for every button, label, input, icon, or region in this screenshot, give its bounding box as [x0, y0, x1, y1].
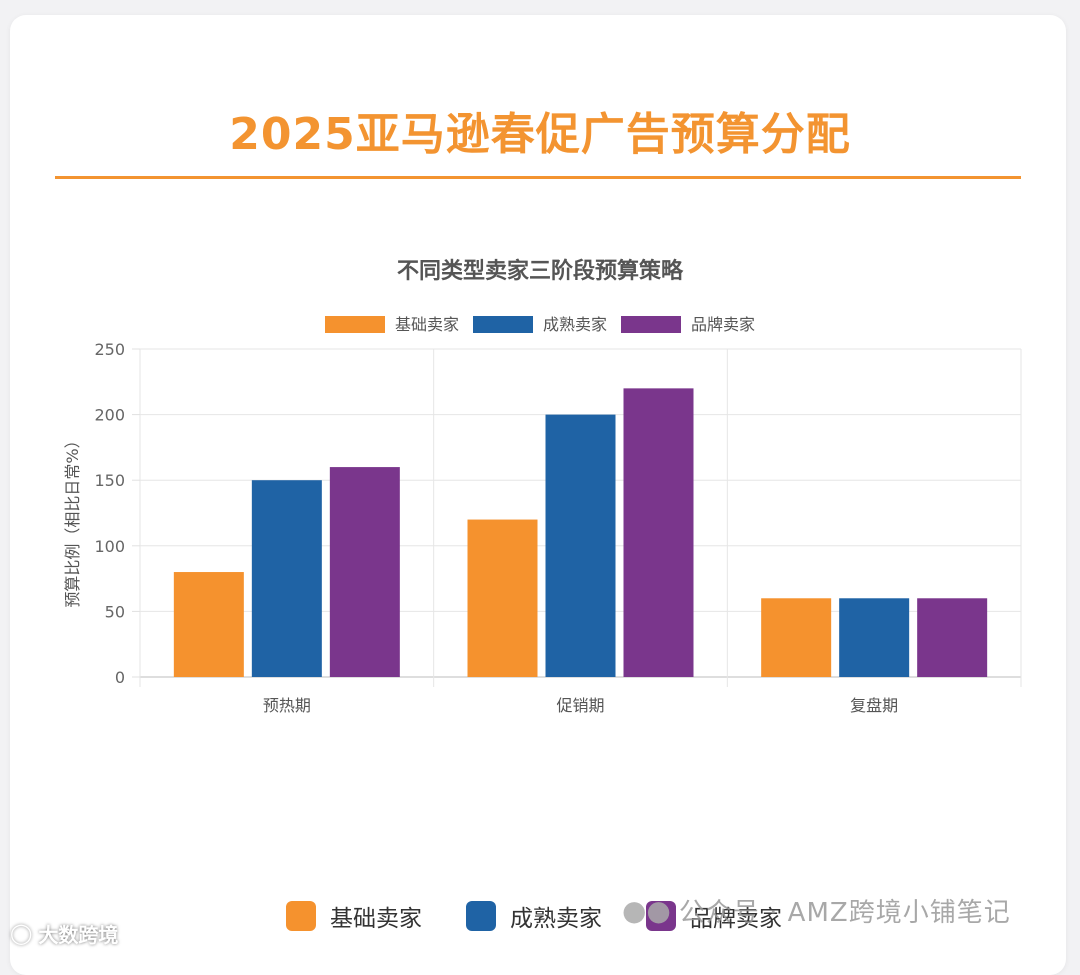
wechat-icon: ●●	[622, 893, 671, 927]
legend-swatch	[621, 316, 681, 333]
chart-axes: 0 50 100 150 200 250 预热期 促销期 复盘期	[94, 340, 898, 715]
legend-swatch	[286, 901, 316, 931]
bar	[545, 414, 616, 677]
bar	[251, 480, 322, 677]
legend-swatch	[325, 316, 385, 333]
legend-swatch	[466, 901, 496, 931]
bottom-legend: 基础卖家 成熟卖家 品牌卖家	[286, 898, 826, 934]
y-tick-label: 50	[105, 602, 125, 621]
bottom-legend-item: 成熟卖家	[466, 899, 602, 933]
x-tick-label: 促销期	[556, 696, 604, 715]
bar	[467, 519, 538, 677]
bar	[623, 388, 694, 677]
bottom-legend-item: 基础卖家	[286, 899, 422, 933]
x-tick-label: 预热期	[263, 696, 311, 715]
y-tick-label: 0	[115, 668, 125, 687]
bar	[761, 598, 832, 677]
bar	[917, 598, 988, 677]
y-axis-label: 预算比例（相比日常%）	[63, 432, 82, 607]
chart-legend[interactable]: 基础卖家 成熟卖家 品牌卖家	[325, 315, 755, 334]
legend-label: 成熟卖家	[510, 906, 602, 932]
chart-bars	[173, 388, 988, 677]
y-tick-label: 250	[94, 340, 125, 359]
title-divider	[55, 176, 1021, 179]
bar	[329, 467, 400, 677]
chart-card	[10, 15, 1066, 975]
chart-title: 不同类型卖家三阶段预算策略	[397, 258, 684, 284]
x-tick-label: 复盘期	[850, 696, 898, 715]
bar	[173, 572, 244, 677]
bar	[839, 598, 910, 677]
legend-swatch	[646, 901, 676, 931]
page-title: 2025亚马逊春促广告预算分配	[229, 109, 851, 160]
legend-label: 成熟卖家	[543, 315, 607, 334]
y-tick-label: 100	[94, 537, 125, 556]
legend-label: 基础卖家	[330, 906, 422, 932]
watermark-right: ●● 公众号 · AMZ跨境小铺笔记	[622, 890, 1011, 930]
y-tick-label: 150	[94, 471, 125, 490]
watermark-left: ◯ 大数跨境	[10, 918, 118, 948]
legend-swatch	[473, 316, 533, 333]
bottom-legend-item: 品牌卖家	[646, 899, 782, 933]
bar-chart: 0 50 100 150 200 250 预热期 促销期 复盘期 基础卖家 成熟卖家 品牌卖家 不同…	[63, 258, 1022, 715]
watermark-right-text: 公众号 · AMZ跨境小铺笔记	[678, 897, 1011, 928]
watermark-left-text: 大数跨境	[38, 922, 119, 947]
legend-label: 品牌卖家	[690, 906, 782, 932]
legend-label: 品牌卖家	[691, 315, 755, 334]
y-tick-label: 200	[94, 406, 125, 425]
legend-label: 基础卖家	[395, 315, 459, 334]
weibo-icon: ◯	[10, 921, 33, 945]
